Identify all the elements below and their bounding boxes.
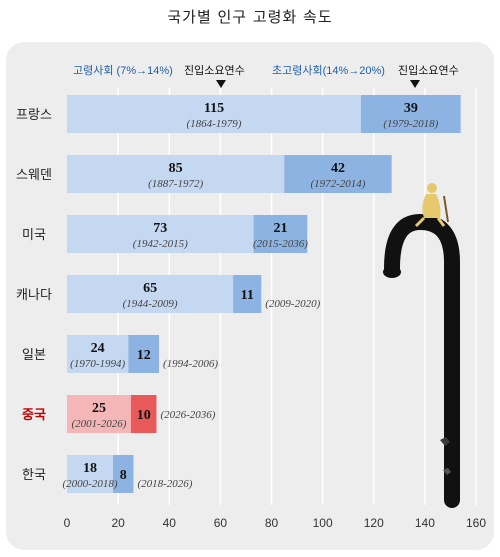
bar-aged xyxy=(67,395,131,433)
value-label-superaged: 39 xyxy=(404,101,418,116)
x-tick-label: 140 xyxy=(415,516,435,530)
period-label-aged: (1944-2009) xyxy=(123,298,178,310)
bar-row: 캐나다 65 (1944-2009) 11 (2009-2020) xyxy=(16,275,321,313)
legend-superaged-years: 진입소요연수 xyxy=(398,64,459,77)
category-label: 중국 xyxy=(22,408,46,423)
category-label: 미국 xyxy=(22,228,46,243)
legend-aged: 고령사회 (7%→14%) xyxy=(73,64,173,77)
x-tick-label: 120 xyxy=(364,516,384,530)
category-label: 캐나다 xyxy=(16,288,52,303)
elderly-figure-icon xyxy=(414,183,449,228)
bar-row: 프랑스 115 (1864-1979) 39 (1979-2018) xyxy=(16,95,461,133)
chart-title: 국가별 인구 고령화 속도 xyxy=(167,8,333,26)
period-label-aged: (1942-2015) xyxy=(133,238,188,250)
bar-superaged xyxy=(253,215,308,253)
bar-superaged xyxy=(128,335,160,373)
value-label-aged: 25 xyxy=(92,401,106,416)
bar-superaged xyxy=(233,275,262,313)
x-tick-label: 160 xyxy=(466,516,486,530)
cane-illustration xyxy=(383,183,460,508)
period-label-superaged: (1994-2006) xyxy=(163,358,218,370)
period-label-aged: (2000-2018) xyxy=(63,478,118,490)
value-label-aged: 85 xyxy=(169,161,183,176)
x-tick-label: 80 xyxy=(265,516,279,530)
value-label-aged: 73 xyxy=(153,221,167,236)
bar-superaged xyxy=(130,395,157,433)
bar-row: 중국 25 (2001-2026) 10 (2026-2036) xyxy=(22,395,216,433)
bar-aged xyxy=(67,275,234,313)
bar-aged xyxy=(67,155,285,193)
value-label-superaged: 8 xyxy=(120,468,127,483)
x-tick-label: 40 xyxy=(163,516,177,530)
category-label: 프랑스 xyxy=(16,108,52,123)
x-tick-label: 0 xyxy=(64,516,71,530)
period-label-superaged: (2009-2020) xyxy=(265,298,320,310)
value-label-aged: 65 xyxy=(143,281,157,296)
bar-superaged xyxy=(113,455,134,493)
x-tick-label: 20 xyxy=(111,516,125,530)
value-label-superaged: 42 xyxy=(331,161,345,176)
category-label: 한국 xyxy=(22,468,46,483)
period-label-aged: (1864-1979) xyxy=(186,118,241,130)
bar-row: 일본 24 (1970-1994) 12 (1994-2006) xyxy=(22,335,218,373)
bar-aged xyxy=(67,335,129,373)
marker-aged-triangle-icon xyxy=(216,80,226,88)
bar-aged xyxy=(67,215,254,253)
value-label-superaged: 11 xyxy=(241,288,254,303)
period-label-superaged: (1972-2014) xyxy=(310,178,365,190)
bar-aged xyxy=(67,455,114,493)
bar-row: 스웨덴 85 (1887-1972) 42 (1972-2014) xyxy=(16,155,392,193)
marker-superaged-triangle-icon xyxy=(410,80,420,88)
value-label-superaged: 21 xyxy=(273,221,287,236)
bar-aged xyxy=(67,95,361,133)
bar-row: 미국 73 (1942-2015) 21 (2015-2036) xyxy=(22,215,308,253)
period-label-aged: (1887-1972) xyxy=(148,178,203,190)
x-tick-label: 60 xyxy=(214,516,228,530)
period-label-aged: (2001-2026) xyxy=(71,418,126,430)
bar-superaged xyxy=(360,95,461,133)
header: 고령사회 (7%→14%) 진입소요연수 초고령사회(14%→20%) 진입소요… xyxy=(73,64,459,88)
period-label-aged: (1970-1994) xyxy=(70,358,125,370)
period-label-superaged: (1979-2018) xyxy=(383,118,438,130)
value-label-aged: 24 xyxy=(91,341,105,356)
x-axis: 0 20 40 60 80 100 120 140 160 xyxy=(64,516,487,530)
bar-area: 프랑스 115 (1864-1979) 39 (1979-2018) 스웨덴 85 (1887… xyxy=(16,95,461,493)
category-label: 스웨덴 xyxy=(16,168,52,183)
legend-aged-years: 진입소요연수 xyxy=(184,64,245,77)
period-label-superaged: (2015-2036) xyxy=(253,238,308,250)
period-label-superaged: (2026-2036) xyxy=(160,409,215,421)
bar-row: 한국 18 (2000-2018)8 (2018-2026) xyxy=(22,455,193,493)
value-label-superaged: 12 xyxy=(137,348,151,363)
bar-superaged xyxy=(284,155,392,193)
value-label-superaged: 10 xyxy=(137,408,151,423)
legend-superaged: 초고령사회(14%→20%) xyxy=(272,64,385,77)
category-label: 일본 xyxy=(22,348,46,363)
period-label-superaged: (2018-2026) xyxy=(137,478,192,490)
x-tick-label: 100 xyxy=(313,516,333,530)
value-label-aged: 18 xyxy=(83,461,97,476)
value-label-aged: 115 xyxy=(204,101,224,116)
